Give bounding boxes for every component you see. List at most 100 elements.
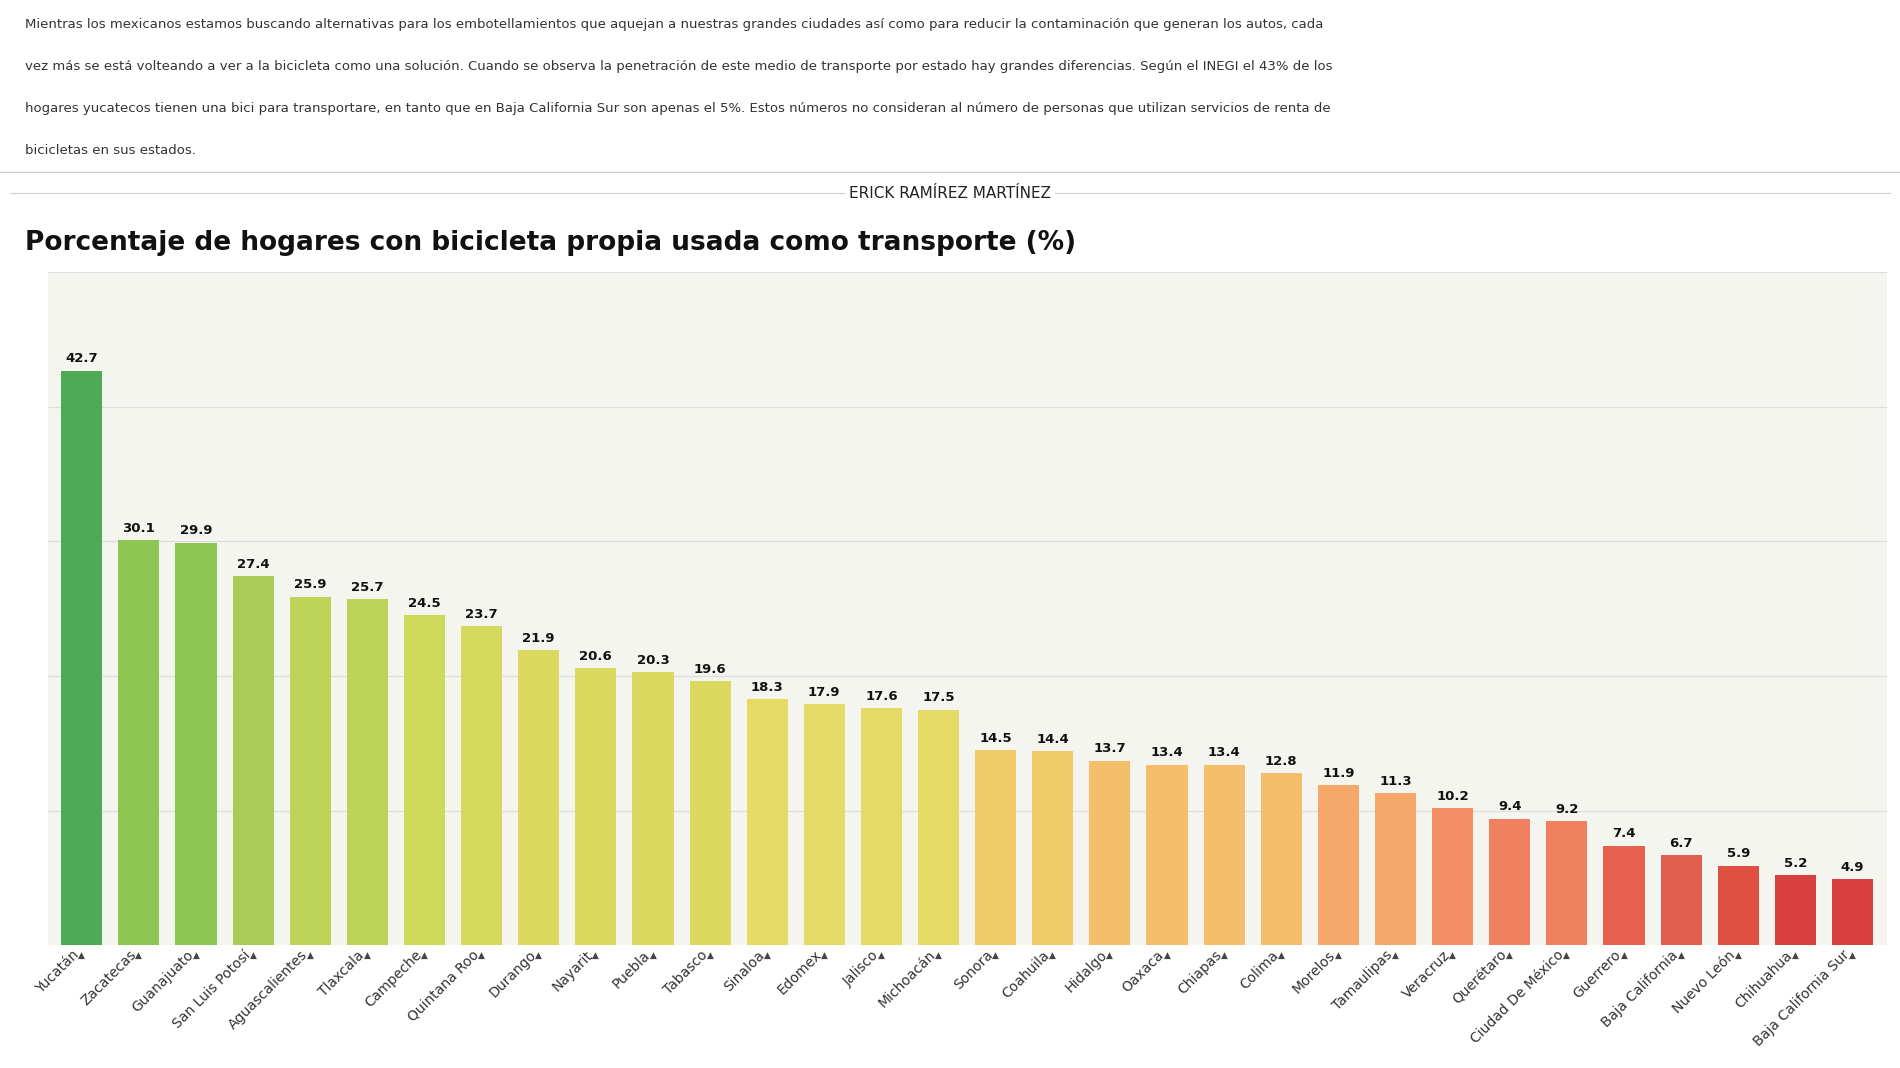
- Bar: [1775, 875, 1816, 945]
- Bar: [1547, 821, 1586, 945]
- Text: 42.7: 42.7: [65, 352, 99, 365]
- Text: ▲: ▲: [1507, 951, 1512, 960]
- Bar: [1146, 765, 1188, 945]
- Bar: [861, 708, 902, 945]
- Text: ▲: ▲: [1279, 951, 1284, 960]
- Text: 12.8: 12.8: [1265, 755, 1298, 768]
- Text: ▲: ▲: [707, 951, 714, 960]
- Text: 24.5: 24.5: [408, 597, 441, 610]
- Bar: [61, 371, 103, 945]
- Text: 7.4: 7.4: [1613, 828, 1636, 841]
- Bar: [1032, 752, 1073, 945]
- Text: ▲: ▲: [1393, 951, 1398, 960]
- Text: 9.4: 9.4: [1497, 800, 1522, 814]
- Text: ▲: ▲: [650, 951, 656, 960]
- Bar: [1490, 819, 1530, 945]
- Text: ▲: ▲: [1106, 951, 1113, 960]
- Text: ▲: ▲: [1220, 951, 1227, 960]
- Bar: [576, 668, 616, 945]
- Bar: [519, 650, 559, 945]
- Text: ▲: ▲: [1336, 951, 1341, 960]
- Bar: [1604, 846, 1645, 945]
- Text: ▲: ▲: [593, 951, 598, 960]
- Bar: [1661, 855, 1702, 945]
- Text: ▲: ▲: [365, 951, 370, 960]
- Text: 5.2: 5.2: [1784, 857, 1807, 869]
- Text: ▲: ▲: [1678, 951, 1685, 960]
- Text: ▲: ▲: [1049, 951, 1056, 960]
- Bar: [232, 577, 274, 945]
- Bar: [1203, 765, 1244, 945]
- Text: 4.9: 4.9: [1841, 861, 1864, 874]
- Bar: [289, 597, 331, 945]
- Text: ▲: ▲: [935, 951, 942, 960]
- Bar: [1433, 807, 1472, 945]
- Bar: [975, 750, 1017, 945]
- Text: 27.4: 27.4: [238, 559, 270, 571]
- Bar: [1718, 866, 1759, 945]
- Text: ▲: ▲: [1564, 951, 1569, 960]
- Text: 19.6: 19.6: [694, 663, 726, 676]
- Text: 6.7: 6.7: [1670, 836, 1693, 850]
- Bar: [118, 540, 160, 945]
- Text: 23.7: 23.7: [466, 608, 498, 621]
- Text: 20.6: 20.6: [580, 649, 612, 662]
- Text: ▲: ▲: [1792, 951, 1799, 960]
- Bar: [1089, 760, 1130, 945]
- Bar: [804, 704, 846, 945]
- Bar: [462, 626, 502, 945]
- Bar: [690, 681, 732, 945]
- Text: Mientras los mexicanos estamos buscando alternativas para los embotellamientos q: Mientras los mexicanos estamos buscando …: [25, 18, 1322, 31]
- Bar: [633, 672, 673, 945]
- Text: 10.2: 10.2: [1436, 789, 1469, 802]
- Text: 30.1: 30.1: [122, 522, 156, 535]
- Text: 21.9: 21.9: [522, 632, 555, 645]
- Text: ERICK RAMÍREZ MARTÍNEZ: ERICK RAMÍREZ MARTÍNEZ: [849, 186, 1051, 201]
- Text: 17.9: 17.9: [808, 686, 840, 698]
- Text: ▲: ▲: [422, 951, 428, 960]
- Bar: [747, 698, 788, 945]
- Text: ▲: ▲: [878, 951, 885, 960]
- Text: ▲: ▲: [1450, 951, 1455, 960]
- Text: ▲: ▲: [479, 951, 484, 960]
- Text: hogares yucatecos tienen una bici para transportare, en tanto que en Baja Califo: hogares yucatecos tienen una bici para t…: [25, 103, 1330, 115]
- Text: Porcentaje de hogares con bicicleta propia usada como transporte (%): Porcentaje de hogares con bicicleta prop…: [25, 230, 1075, 256]
- Bar: [1319, 785, 1358, 945]
- Text: bicicletas en sus estados.: bicicletas en sus estados.: [25, 144, 196, 157]
- Text: ▲: ▲: [536, 951, 542, 960]
- Text: ▲: ▲: [1621, 951, 1628, 960]
- Text: 14.4: 14.4: [1036, 733, 1070, 747]
- Text: ▲: ▲: [764, 951, 771, 960]
- Text: 25.7: 25.7: [352, 581, 384, 594]
- Text: 11.9: 11.9: [1322, 767, 1355, 780]
- Text: ▲: ▲: [192, 951, 200, 960]
- Text: ▲: ▲: [78, 951, 86, 960]
- Text: 9.2: 9.2: [1556, 803, 1579, 816]
- Bar: [1262, 773, 1302, 945]
- Text: 13.4: 13.4: [1151, 747, 1184, 759]
- Text: ▲: ▲: [821, 951, 828, 960]
- Text: ▲: ▲: [992, 951, 999, 960]
- Text: 29.9: 29.9: [180, 524, 213, 537]
- Text: vez más se está volteando a ver a la bicicleta como una solución. Cuando se obse: vez más se está volteando a ver a la bic…: [25, 60, 1332, 74]
- Text: ▲: ▲: [249, 951, 256, 960]
- Bar: [1376, 794, 1416, 945]
- Text: ▲: ▲: [1849, 951, 1856, 960]
- Bar: [405, 615, 445, 945]
- Text: 5.9: 5.9: [1727, 847, 1750, 861]
- Text: 25.9: 25.9: [294, 578, 327, 592]
- Bar: [918, 709, 960, 945]
- Bar: [175, 543, 217, 945]
- Text: ▲: ▲: [306, 951, 314, 960]
- Text: ▲: ▲: [135, 951, 142, 960]
- Text: ▲: ▲: [1163, 951, 1170, 960]
- Text: 20.3: 20.3: [636, 654, 669, 666]
- Text: 11.3: 11.3: [1379, 774, 1412, 788]
- Bar: [1832, 879, 1873, 945]
- Text: 18.3: 18.3: [750, 680, 783, 693]
- Text: 17.5: 17.5: [922, 691, 956, 704]
- Text: 17.6: 17.6: [864, 690, 897, 703]
- Bar: [348, 599, 388, 945]
- Text: 13.7: 13.7: [1094, 742, 1127, 755]
- Text: 14.5: 14.5: [978, 732, 1013, 744]
